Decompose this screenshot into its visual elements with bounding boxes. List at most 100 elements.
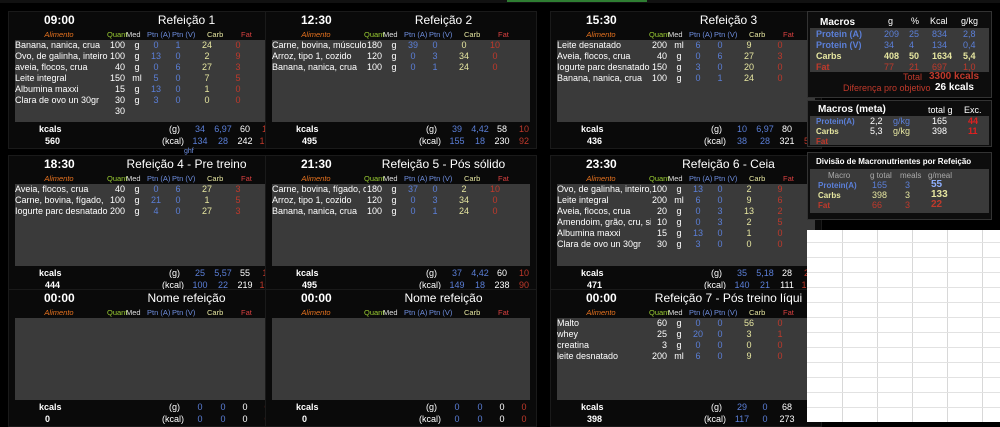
food-quant[interactable]: 200 xyxy=(651,351,667,361)
food-unit[interactable]: g xyxy=(676,73,682,83)
food-name[interactable]: Clara de ovo un 30gr xyxy=(15,95,100,105)
food-unit[interactable]: g xyxy=(676,239,682,249)
food-name[interactable]: Ovo, de galinha, inteiro xyxy=(15,51,108,61)
meal-time[interactable]: 23:30 xyxy=(586,157,617,171)
food-row[interactable]: whey 25 g 20 0 3 1 xyxy=(557,329,815,340)
food-name[interactable]: Carne, bovina, fígado, cru xyxy=(272,184,366,194)
div-meals[interactable]: 3 xyxy=(905,180,911,190)
food-name[interactable]: Iogurte parc desnatado xyxy=(15,206,108,216)
food-quant[interactable]: 100 xyxy=(651,184,667,194)
food-unit[interactable]: g xyxy=(134,40,140,50)
food-row[interactable]: Banana, nanica, crua 100 g 0 1 24 0 xyxy=(557,73,815,84)
food-quant[interactable]: 150 xyxy=(109,73,125,83)
food-quant[interactable]: 40 xyxy=(114,62,125,72)
food-row[interactable]: Aveia, flocos, crua 40 g 0 6 27 3 xyxy=(557,51,815,62)
food-quant[interactable]: 100 xyxy=(651,73,667,83)
food-name[interactable]: Aveia, flocos, crua xyxy=(15,184,89,194)
food-quant[interactable]: 180 xyxy=(366,40,382,50)
food-row[interactable]: Banana, nanica, crua 100 g 0 1 24 0 xyxy=(15,40,273,51)
meal-time[interactable]: 15:30 xyxy=(586,13,617,27)
food-unit[interactable]: ml xyxy=(132,73,142,83)
food-row[interactable]: Clara de ovo un 30gr 30 g 3 0 0 0 xyxy=(557,239,815,250)
food-name[interactable]: Aveia, flocos, crua xyxy=(557,206,631,216)
meal-time[interactable]: 00:00 xyxy=(44,291,75,305)
food-unit[interactable]: g xyxy=(676,184,682,194)
food-quant[interactable]: 40 xyxy=(114,184,125,194)
food-unit[interactable]: g xyxy=(134,195,140,205)
food-row[interactable]: Iogurte parc desnatado 150 g 3 0 20 0 xyxy=(557,62,815,73)
food-row[interactable]: Leite desnatado 200 ml 6 0 9 0 xyxy=(557,40,815,51)
food-unit[interactable]: g xyxy=(676,340,682,350)
food-name[interactable]: Leite desnatado xyxy=(557,40,622,50)
food-quant[interactable]: 100 xyxy=(109,51,125,61)
food-row[interactable]: Carne, bovina, fígado, cru 180 g 37 0 2 10 xyxy=(272,184,530,195)
food-name[interactable]: Arroz, tipo 1, cozido xyxy=(272,51,352,61)
food-unit[interactable]: g xyxy=(391,184,397,194)
food-unit[interactable]: g xyxy=(391,40,397,50)
food-name[interactable]: whey xyxy=(557,329,579,339)
food-quant[interactable]: 100 xyxy=(366,206,382,216)
food-quant[interactable]: 200 xyxy=(651,195,667,205)
food-name[interactable]: Banana, nanica, crua xyxy=(272,62,358,72)
food-quant[interactable]: 100 xyxy=(109,40,125,50)
spreadsheet-grid[interactable] xyxy=(807,230,1000,422)
food-quant[interactable]: 30 xyxy=(656,239,667,249)
food-unit[interactable]: ml xyxy=(674,40,684,50)
food-unit[interactable]: g xyxy=(676,228,682,238)
food-unit[interactable]: g xyxy=(676,329,682,339)
meal-name[interactable]: Refeição 5 - Pós sólido xyxy=(381,157,506,171)
food-row[interactable]: Ovo, de galinha, inteiro 100 g 13 0 2 9 xyxy=(15,51,273,62)
food-name[interactable]: Leite integral xyxy=(15,73,67,83)
food-quant[interactable]: 30 xyxy=(114,95,125,105)
food-name[interactable]: Albumina maxxi xyxy=(15,84,79,94)
food-quant[interactable]: 120 xyxy=(366,51,382,61)
food-name[interactable]: Carne, bovina, músculo, sem xyxy=(272,40,366,50)
food-name[interactable]: Albumina maxxi xyxy=(557,228,621,238)
meal-time[interactable]: 12:30 xyxy=(301,13,332,27)
food-row[interactable]: Leite integral 150 ml 5 0 7 5 xyxy=(15,73,273,84)
food-unit[interactable]: g xyxy=(134,51,140,61)
meal-name[interactable]: Refeição 2 xyxy=(414,13,473,27)
food-row[interactable]: Iogurte parc desnatado 200 g 4 0 27 3 xyxy=(15,206,273,217)
meal-time[interactable]: 00:00 xyxy=(586,291,617,305)
meta-value[interactable]: 5,3 xyxy=(870,126,883,136)
food-name[interactable]: creatina xyxy=(557,340,590,350)
food-unit[interactable]: g xyxy=(134,62,140,72)
food-row[interactable]: 30 xyxy=(15,106,273,117)
food-name[interactable]: leite desnatado xyxy=(557,351,619,361)
food-name[interactable]: Clara de ovo un 30gr xyxy=(557,239,642,249)
food-quant[interactable]: 200 xyxy=(651,40,667,50)
food-name[interactable]: Banana, nanica, crua xyxy=(15,40,101,50)
food-unit[interactable]: g xyxy=(134,184,140,194)
food-quant[interactable]: 180 xyxy=(366,184,382,194)
food-row[interactable]: leite desnatado 200 ml 6 0 9 0 xyxy=(557,351,815,362)
food-row[interactable]: Leite integral 200 ml 6 0 9 6 xyxy=(557,195,815,206)
meal-name[interactable]: Refeição 1 xyxy=(157,13,216,27)
food-name[interactable]: Banana, nanica, crua xyxy=(557,73,643,83)
food-quant[interactable]: 120 xyxy=(366,195,382,205)
food-row[interactable]: Carne, bovina, músculo, sem180 g 39 0 0 10 xyxy=(272,40,530,51)
food-quant[interactable]: 3 xyxy=(661,340,667,350)
food-quant[interactable]: 15 xyxy=(656,228,667,238)
meal-name[interactable]: Nome refeição xyxy=(147,291,226,305)
meal-name[interactable]: Refeição 7 - Pós treino líqui xyxy=(654,291,803,305)
meal-time[interactable]: 00:00 xyxy=(301,291,332,305)
food-row[interactable]: creatina 3 g 0 0 0 0 xyxy=(557,340,815,351)
food-quant[interactable]: 15 xyxy=(114,84,125,94)
meta-value[interactable]: 2,2 xyxy=(870,116,883,126)
food-quant[interactable]: 20 xyxy=(656,206,667,216)
food-unit[interactable]: g xyxy=(676,51,682,61)
food-row[interactable]: Carne, bovina, fígado, 100 g 21 0 1 5 xyxy=(15,195,273,206)
food-row[interactable]: Amendoim, grão, cru, si 10 g 0 3 2 5 xyxy=(557,217,815,228)
food-row[interactable]: Aveia, flocos, crua 40 g 0 6 27 3 xyxy=(15,184,273,195)
food-row[interactable]: Banana, nanica, crua 100 g 0 1 24 0 xyxy=(272,206,530,217)
food-unit[interactable]: g xyxy=(676,62,682,72)
food-row[interactable]: Ovo, de galinha, inteiro, 100 g 13 0 2 9 xyxy=(557,184,815,195)
food-quant[interactable]: 10 xyxy=(656,217,667,227)
food-name[interactable]: Carne, bovina, fígado, xyxy=(15,195,104,205)
food-row[interactable]: Albumina maxxi 15 g 13 0 1 0 xyxy=(15,84,273,95)
meal-name[interactable]: Refeição 3 xyxy=(699,13,758,27)
food-row[interactable]: Clara de ovo un 30gr 30 g 3 0 0 0 xyxy=(15,95,273,106)
food-name[interactable]: aveia, flocos, crua xyxy=(15,62,88,72)
div-meals[interactable]: 3 xyxy=(905,200,911,210)
